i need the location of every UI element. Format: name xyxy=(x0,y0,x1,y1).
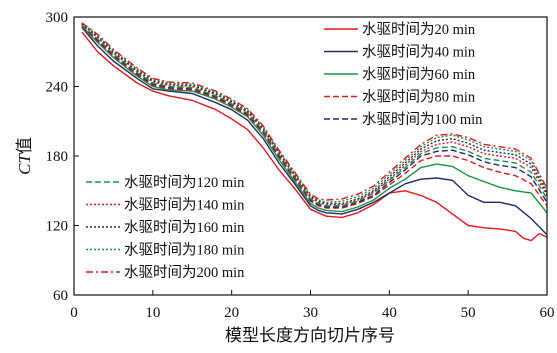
legend-item: 水驱时间为200 min xyxy=(86,264,245,281)
series-line-5 xyxy=(81,24,548,207)
y-tick-label: 60 xyxy=(53,288,68,304)
series-line-7 xyxy=(81,23,548,205)
legend: 水驱时间为20 min 水驱时间为40 min 水驱时间为60 min 水驱时间为80… xyxy=(86,21,483,281)
legend-item: 水驱时间为120 min xyxy=(86,174,245,191)
x-tick-label: 30 xyxy=(303,305,318,321)
legend-item: 水驱时间为80 min xyxy=(324,89,476,106)
legend-item: 水驱时间为40 min xyxy=(324,44,476,61)
y-tick-label: 300 xyxy=(46,10,69,26)
y-tick-label: 120 xyxy=(46,219,69,235)
series-line-8 xyxy=(81,22,548,204)
legend-label: 水驱时间为180 min xyxy=(124,242,245,259)
x-tick-label: 10 xyxy=(145,305,160,321)
legend-label: 水驱时间为160 min xyxy=(124,219,245,236)
y-axis-title-suffix: 值 xyxy=(15,137,34,154)
x-tick-label: 60 xyxy=(540,305,555,321)
legend-label: 水驱时间为40 min xyxy=(362,44,476,61)
series-line-4 xyxy=(81,24,548,208)
x-tick-label: 40 xyxy=(382,305,397,321)
series-line-3 xyxy=(81,25,548,209)
series-line-6 xyxy=(81,23,548,206)
x-tick-label: 0 xyxy=(70,305,78,321)
legend-label: 水驱时间为200 min xyxy=(124,264,245,281)
legend-label: 水驱时间为80 min xyxy=(362,89,476,106)
legend-item: 水驱时间为20 min xyxy=(324,21,476,38)
legend-item: 水驱时间为180 min xyxy=(86,242,245,259)
legend-item: 水驱时间为100 min xyxy=(324,111,483,128)
legend-item: 水驱时间为160 min xyxy=(86,219,245,236)
axis-ticks: 0 10 20 30 40 50 60 60 120 180 240 300 xyxy=(46,10,555,321)
series-line-1 xyxy=(81,26,548,236)
x-tick-label: 20 xyxy=(224,305,239,321)
legend-label: 水驱时间为20 min xyxy=(362,21,476,38)
legend-label: 水驱时间为120 min xyxy=(124,174,245,191)
legend-label: 水驱时间为140 min xyxy=(124,197,245,214)
series-line-0 xyxy=(81,31,548,242)
plot-series xyxy=(81,22,548,242)
y-axis-title-italic: CT xyxy=(15,153,34,175)
legend-item: 水驱时间为60 min xyxy=(324,66,476,83)
y-axis-title: CT值 xyxy=(15,137,34,175)
series-line-2 xyxy=(81,25,548,214)
x-tick-label: 50 xyxy=(461,305,476,321)
series-line-9 xyxy=(81,22,548,201)
legend-label: 水驱时间为100 min xyxy=(362,111,483,128)
y-tick-label: 180 xyxy=(46,149,69,165)
x-axis-title: 模型长度方向切片序号 xyxy=(225,326,395,345)
legend-item: 水驱时间为140 min xyxy=(86,197,245,214)
y-tick-label: 240 xyxy=(46,80,69,96)
legend-label: 水驱时间为60 min xyxy=(362,66,476,83)
